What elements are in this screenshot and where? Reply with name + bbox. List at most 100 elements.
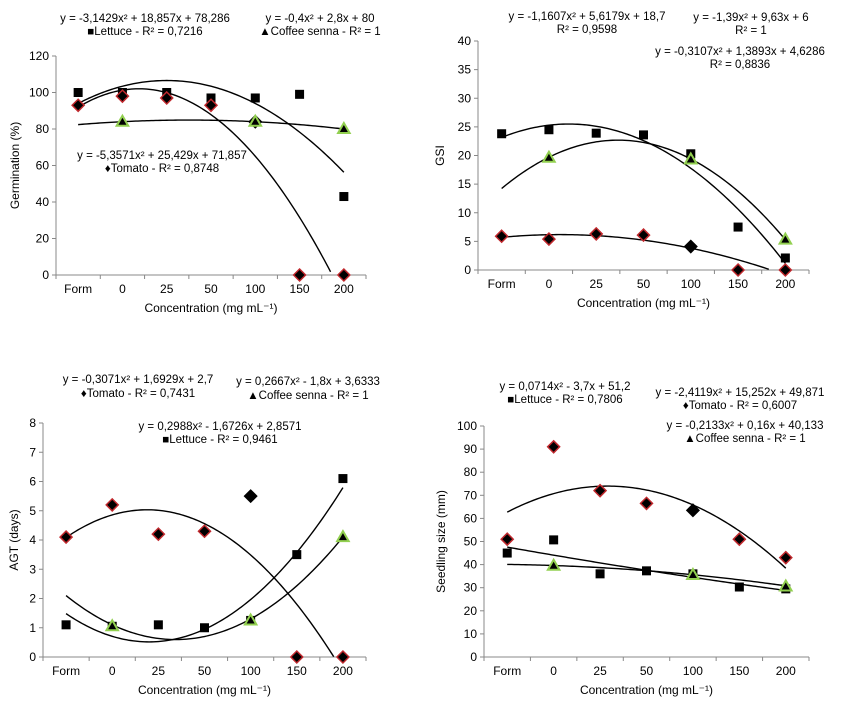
point-tomato [71,98,86,113]
point-lettuce [250,93,260,103]
x-tick-label: 25 [593,664,607,678]
y-tick-label: 20 [36,232,50,246]
x-tick-label: 150 [290,282,310,296]
chart-panel-2: 0 5 10 15 20 25 30 35 40 Form 0 25 50 100 150 200 Concen… [433,11,825,310]
trendline-tomato [65,509,335,658]
y-tick-label: 40 [464,558,478,572]
point-coffee-senna [685,566,701,580]
point-lettuce [591,128,601,138]
point-tomato [778,550,793,565]
point-coffee-senna [114,113,130,127]
chart-panel-4: 0 10 20 30 40 50 60 70 80 90 100 Form 0 25 50 100 150 200… [434,381,824,697]
trendline-label: R² = 0,8836 [710,59,770,71]
point-tomato [778,262,793,278]
y-tick-label: 20 [464,604,478,618]
point-lettuce [73,88,83,97]
x-tick-label: Form [493,664,521,678]
point-tomato [151,527,166,542]
x-tick-label: 50 [640,664,654,678]
y-axis-label: Seedling size (mm) [434,490,448,593]
trendline-lettuce [77,79,345,173]
x-tick-label: 100 [681,277,701,291]
x-tick-label: Form [52,664,80,678]
point-tomato [203,98,219,113]
trendline-label: ■Lettuce - R² = 0,9461 [162,434,277,446]
point-tomato [336,267,351,283]
y-tick-label: 15 [458,177,472,191]
point-tomato [541,232,556,247]
y-tick-label: 90 [464,442,478,456]
trendline-lettuce [501,123,786,264]
x-axis-label: Concentration (mg mL⁻¹) [577,296,710,310]
point-tomato [494,229,509,244]
point-tomato [292,267,307,283]
y-tick-label: 60 [464,511,478,525]
x-tick-label: 100 [241,664,261,678]
point-tomato [500,532,515,547]
y-tick-label: 0 [470,650,477,664]
point-tomato [593,483,608,498]
x-axis-label: Concentration (mg mL⁻¹) [138,683,271,697]
x-tick-label: 25 [590,277,604,291]
y-tick-label: 5 [464,234,471,248]
y-tick-label: 0 [29,650,36,664]
point-lettuce [733,222,743,232]
point-tomato [159,90,174,106]
chart-panel-3: 0 1 2 3 4 5 6 7 8 Form 0 25 50 100 150 200 Concentration… [7,374,380,697]
x-tick-label: 0 [109,664,116,678]
trendline-equation: y = -1,1607x² + 5,6179x + 18,7 [509,11,666,23]
x-tick-label: 0 [546,277,553,291]
y-tick-label: 80 [464,465,478,479]
point-lettuce [206,93,216,103]
trendline-equation: y = -0,4x² + 2,8x + 80 [266,13,375,25]
y-tick-label: 8 [29,416,36,430]
y-tick-label: 2 [29,592,36,606]
x-tick-label: 200 [775,277,795,291]
x-tick-label: 50 [637,277,651,291]
point-tomato [289,649,304,665]
point-tomato [685,503,700,518]
x-tick-label: 0 [119,282,126,296]
trendline-label: ■Lettuce - R² = 0,7806 [507,394,622,406]
y-tick-label: 40 [458,34,472,48]
trendline-label: ♦Tomato - R² = 0,7431 [81,388,195,400]
trendline-equation: y = -3,1429x² + 18,857x + 78,286 [60,13,230,25]
point-lettuce [502,548,512,558]
point-lettuce [339,192,349,202]
trendline-tomato [506,485,787,569]
y-axis-label: Germination (%) [8,122,22,209]
x-tick-label: 100 [245,282,265,296]
point-tomato [639,496,654,511]
y-axis-label: GSI [433,145,447,166]
point-lettuce [642,566,651,576]
point-tomato [115,89,130,104]
point-coffee-senna [777,231,793,245]
point-coffee-senna [243,612,259,626]
point-tomato [636,228,651,243]
point-lettuce [338,474,348,484]
trendline-label: ♦Tomato - R² = 0,8748 [105,163,219,175]
point-lettuce [639,130,648,140]
point-lettuce [734,582,744,592]
point-tomato [589,226,604,241]
x-axis-label: Concentration (mg mL⁻¹) [580,683,713,697]
trendline-equation: y = -0,3071x² + 1,6929x + 2,7 [63,374,214,386]
trendline-label: ▲Coffee senna - R² = 1 [684,433,805,445]
point-tomato [731,262,746,278]
y-tick-label: 35 [458,63,472,77]
point-coffee-senna [541,149,557,163]
point-tomato [335,649,350,665]
point-lettuce [61,620,71,630]
chart-panel-1: 0 20 40 60 80 100 120 Form 0 25 50 100 150 200 Concent… [8,13,381,315]
point-tomato [197,524,212,539]
point-lettuce [595,569,605,579]
y-tick-label: 80 [36,122,50,136]
y-tick-label: 20 [458,149,472,163]
trendline-label: ▲Coffee senna - R² = 1 [247,390,368,402]
trendline-equation: y = 0,2667x² - 1,8x + 3,6333 [236,376,380,388]
point-tomato [683,239,698,254]
trendline-tomato [501,233,770,270]
y-tick-label: 30 [458,91,472,105]
trendline-equation: y = -0,3107x² + 1,3893x + 4,6286 [655,46,825,58]
point-lettuce [295,89,305,99]
